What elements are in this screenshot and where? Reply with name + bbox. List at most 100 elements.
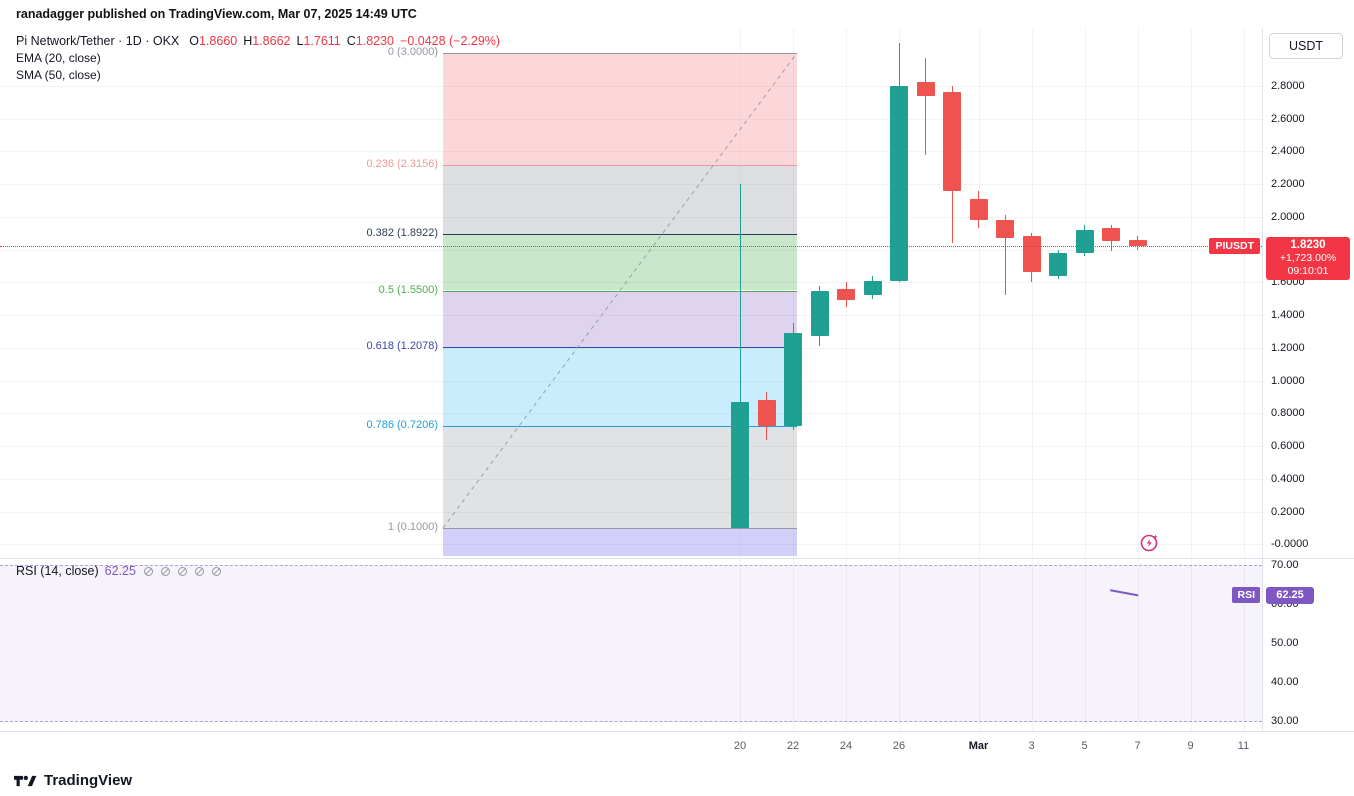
candle[interactable] [784,333,802,427]
candle[interactable] [1075,229,1094,253]
time-axis-label: 22 [786,740,800,752]
price-axis-label: 0.8000 [1271,407,1305,420]
price-axis-label: 1.4000 [1271,309,1305,322]
fib-band [443,528,797,556]
candle[interactable] [1049,252,1067,276]
v-gridline [1190,28,1192,558]
v-gridline [978,28,980,558]
candle[interactable] [863,280,882,296]
candle[interactable] [1128,239,1147,246]
candle[interactable] [890,85,908,281]
time-axis-separator [0,731,1354,732]
symbol-title[interactable]: Pi Network/Tether · 1D · OKX [16,34,180,48]
time-axis-label: 7 [1134,740,1141,752]
candle[interactable] [837,288,855,301]
v-gridline [1084,558,1086,731]
percent-change-value: +1,723.00% [1279,251,1337,264]
candle[interactable] [731,401,749,528]
rsi-value: 62.25 [104,564,136,578]
fib-band [443,234,797,291]
change-value: −0.0428 (−2.29%) [400,34,501,48]
rsi-axis-label: 40.00 [1271,676,1299,688]
fib-level-label: 0.236 (2.3156) [366,158,438,171]
candle[interactable] [943,92,961,191]
price-axis-label: 2.2000 [1271,178,1305,191]
fib-level-line [443,234,797,236]
open-value: O1.8660 [189,34,238,48]
price-axis-label: 0.2000 [1271,505,1305,518]
candle[interactable] [969,198,988,221]
price-axis-label: 2.6000 [1271,112,1305,125]
v-gridline [793,558,794,731]
fib-level-label: 1 (0.1000) [387,521,438,533]
price-axis-label: 1.2000 [1271,341,1305,354]
empty-value-icon [143,566,153,576]
candle-wick [1004,215,1006,296]
price-axis-label: 2.8000 [1271,79,1305,92]
price-axis-label: -0.0000 [1271,538,1309,551]
empty-value-icon [211,566,221,576]
rsi-axis-symbol-badge: RSI [1232,587,1260,604]
time-axis-label: 11 [1237,740,1250,752]
price-chart-panel[interactable]: 0 (3.0000) 0.236 (2.3156) 0.382 (1.8922) 0.… [0,28,1262,558]
sma-indicator-label[interactable]: SMA (50, close) [16,68,101,82]
empty-value-icon [177,566,187,576]
time-axis-label: Mar [968,740,989,752]
rsi-axis-label: 50.00 [1271,637,1299,649]
fib-band [443,290,797,347]
tradingview-brand[interactable]: TradingView [44,772,133,789]
v-gridline [978,558,980,731]
v-gridline [1243,558,1245,731]
rsi-label[interactable]: RSI (14, close) [16,564,99,578]
fib-level-label: 0.618 (1.2078) [366,339,438,352]
candle[interactable] [996,220,1014,239]
rsi-legend: RSI (14, close) 62.25 [16,564,221,578]
pane-separator[interactable] [0,558,1354,559]
v-gridline [846,558,847,731]
empty-value-icon [194,566,204,576]
candle[interactable] [757,400,776,427]
rsi-value-badge: 62.25 [1266,587,1314,605]
fib-level-line [443,528,797,529]
price-axis[interactable]: USDT 2.80002.60002.40002.20002.00001.800… [1262,28,1354,731]
price-axis-label: 2.4000 [1271,145,1305,158]
v-gridline [740,558,741,731]
v-gridline [1137,558,1139,731]
time-axis-label: 5 [1081,740,1088,752]
currency-usdt-button[interactable]: USDT [1269,33,1343,59]
fib-level-label: 0.5 (1.5500) [378,283,438,296]
last-price-line [0,245,1262,247]
price-axis-label: 0.4000 [1271,472,1305,485]
fib-level-label: 0.382 (1.8922) [366,227,438,240]
price-axis-label: 0.6000 [1271,440,1305,453]
last-price-value: 1.8230 [1290,238,1326,251]
v-gridline [1031,558,1033,731]
fib-level-label: 0.786 (0.7206) [366,419,438,432]
candle[interactable] [916,82,935,96]
bar-countdown: 09:10:01 [1287,264,1329,277]
rsi-panel[interactable]: RSI (14, close) 62.25 RSI [0,558,1262,731]
candle[interactable] [1102,228,1120,242]
symbol-legend-row[interactable]: Pi Network/Tether · 1D · OKX O1.8660 H1.… [16,33,500,50]
ema-indicator-label[interactable]: EMA (20, close) [16,51,101,65]
candle-wick [925,57,926,155]
v-gridline [899,558,900,731]
footer: TradingView [0,765,1354,796]
rsi-axis-label: 30.00 [1271,715,1299,727]
fib-level-line [443,165,797,167]
last-price-badge: 1.8230 +1,723.00% 09:10:01 [1266,236,1350,280]
v-gridline [899,28,900,558]
rsi-axis-label: 70.00 [1271,559,1299,571]
price-axis-label: 2.0000 [1271,210,1305,223]
chart-legend: Pi Network/Tether · 1D · OKX O1.8660 H1.… [16,33,500,84]
candle[interactable] [1022,236,1041,273]
high-value: H1.8662 [243,34,291,48]
v-gridline [1190,558,1192,731]
time-axis[interactable]: 20 22 24 26 Mar 3 5 7 9 11 [0,731,1354,765]
magic-ai-icon[interactable] [1139,531,1161,553]
fib-level-line [443,290,797,292]
time-axis-label: 20 [733,740,747,752]
tradingview-logo-icon[interactable] [14,772,37,790]
candle[interactable] [810,290,829,337]
